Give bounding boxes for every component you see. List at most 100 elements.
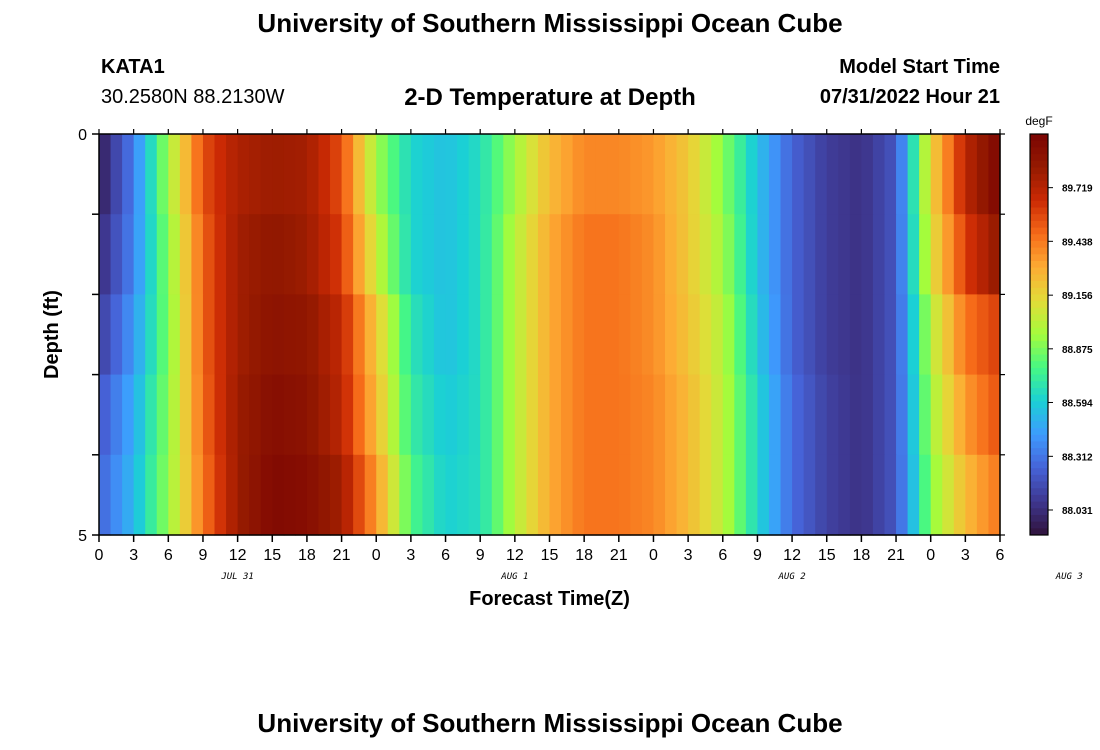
- colorbar-swatch: [1030, 174, 1048, 182]
- heatmap-cell: [145, 134, 158, 215]
- heatmap-cell: [953, 374, 966, 456]
- heatmap-cell: [734, 454, 747, 536]
- heatmap-cell: [503, 134, 516, 215]
- colorbar-swatch: [1030, 414, 1048, 422]
- colorbar-swatch: [1030, 354, 1048, 362]
- colorbar-swatch: [1030, 387, 1048, 396]
- heatmap-cell: [896, 374, 909, 456]
- heatmap-cell: [595, 214, 608, 295]
- heatmap-cell: [907, 294, 920, 376]
- heatmap-cell: [353, 214, 366, 295]
- heatmap-cell: [226, 294, 239, 376]
- heatmap-cell: [341, 294, 354, 376]
- heatmap-cell: [145, 374, 158, 456]
- heatmap-cell: [168, 294, 181, 376]
- x-tick-label: 0: [372, 547, 381, 564]
- heatmap-cell: [595, 454, 608, 536]
- heatmap-cell: [768, 134, 782, 215]
- colorbar-swatch: [1030, 361, 1048, 369]
- colorbar-swatch: [1030, 194, 1048, 202]
- heatmap-cell: [549, 214, 562, 295]
- heatmap-cell: [237, 134, 250, 215]
- heatmap-cell: [376, 214, 389, 295]
- heatmap-cell: [872, 214, 886, 295]
- heatmap-cell: [838, 214, 851, 295]
- heatmap-cell: [468, 294, 481, 376]
- heatmap-cell: [214, 294, 227, 376]
- heatmap-cell: [965, 294, 978, 376]
- heatmap-cell: [237, 454, 250, 536]
- colorbar-swatch: [1030, 134, 1048, 142]
- heatmap-cell: [468, 214, 481, 295]
- x-tick-label: 12: [506, 547, 524, 564]
- heatmap-cell: [272, 454, 285, 536]
- heatmap-cell: [930, 214, 943, 295]
- colorbar: 89.719 89.438 89.156 88.875 88.594 88.312 88.0…: [1025, 114, 1093, 536]
- colorbar-unit: degF: [1025, 114, 1052, 128]
- heatmap-cell: [179, 294, 193, 376]
- heatmap-cell: [572, 294, 585, 376]
- heatmap-cell: [826, 454, 839, 536]
- heatmap-cell: [237, 294, 250, 376]
- heatmap-cell: [376, 294, 389, 376]
- heatmap-cell: [145, 454, 158, 536]
- colorbar-swatch: [1030, 327, 1048, 335]
- heatmap-cell: [330, 134, 343, 215]
- colorbar-swatch: [1030, 220, 1048, 229]
- heatmap-cell: [826, 214, 839, 295]
- heatmap-cell: [803, 134, 816, 215]
- heatmap-cell: [561, 454, 574, 536]
- heatmap-cell: [549, 294, 562, 376]
- heatmap-cell: [584, 214, 597, 295]
- heatmap-cell: [815, 294, 828, 376]
- heatmap-cell: [260, 134, 273, 215]
- x-tick-label: 12: [229, 547, 247, 564]
- colorbar-swatch: [1030, 341, 1048, 349]
- heatmap-cell: [630, 294, 643, 376]
- heatmap-cell: [688, 214, 701, 295]
- heatmap-cell: [156, 294, 169, 376]
- heatmap-cell: [480, 214, 493, 295]
- heatmap-cell: [745, 454, 759, 536]
- x-axis-label: Forecast Time(Z): [469, 588, 630, 610]
- heatmap-cell: [965, 134, 978, 215]
- heatmap-cell: [433, 134, 447, 215]
- heatmap-cell: [410, 134, 424, 215]
- heatmap-cell: [99, 374, 112, 456]
- heatmap-cell: [387, 374, 400, 456]
- heatmap-cell: [745, 294, 759, 376]
- heatmap-cell: [179, 134, 193, 215]
- heatmap-cell: [826, 294, 839, 376]
- heatmap-cell: [133, 374, 146, 456]
- heatmap-cell: [330, 214, 343, 295]
- heatmap-cell: [399, 294, 412, 376]
- colorbar-swatch: [1030, 347, 1048, 356]
- x-tick-label: 0: [926, 547, 935, 564]
- colorbar-swatch: [1030, 281, 1048, 289]
- heatmap-cell: [722, 134, 735, 215]
- heatmap-cell: [376, 374, 389, 456]
- colorbar-swatch: [1030, 234, 1048, 242]
- heatmap-cell: [537, 454, 551, 536]
- heatmap-cell: [514, 134, 527, 215]
- heatmap-cell: [942, 214, 955, 295]
- heatmap-cell: [745, 374, 759, 456]
- heatmap-cell: [572, 214, 585, 295]
- y-axis: 05: [78, 127, 1005, 545]
- heatmap-cell: [330, 294, 343, 376]
- heatmap-cell: [387, 214, 400, 295]
- colorbar-swatch: [1030, 501, 1048, 509]
- heatmap-cell: [907, 374, 920, 456]
- heatmap-cell: [110, 454, 123, 536]
- heatmap-cell: [283, 374, 296, 456]
- heatmap-cell: [815, 214, 828, 295]
- colorbar-swatch: [1030, 254, 1048, 262]
- heatmap-cell: [457, 214, 470, 295]
- heatmap-cell: [965, 454, 978, 536]
- heatmap-cell: [249, 214, 262, 295]
- heatmap-cell: [457, 374, 470, 456]
- heatmap-cell: [861, 374, 874, 456]
- heatmap-cell: [364, 374, 377, 456]
- heatmap-cell: [872, 454, 886, 536]
- heatmap-cell: [688, 374, 701, 456]
